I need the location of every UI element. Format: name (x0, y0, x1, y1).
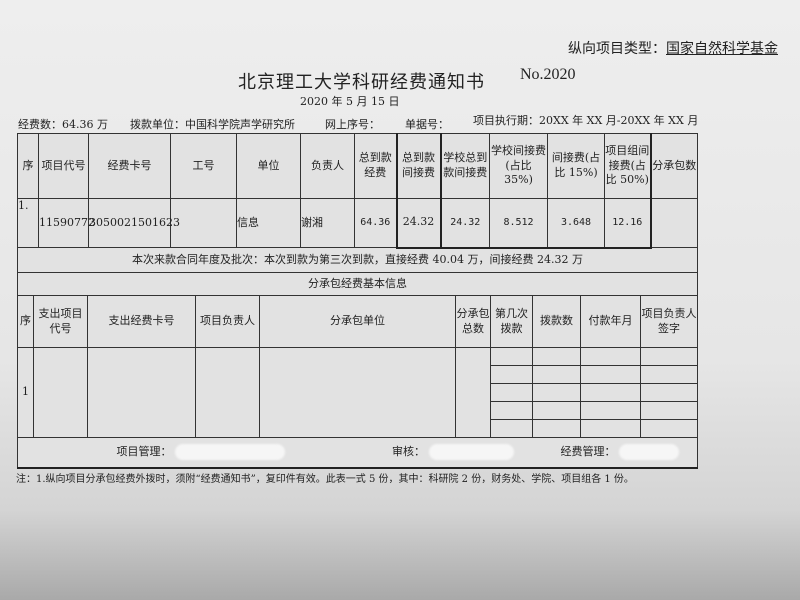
cell: 11590772 (38, 198, 95, 248)
col-header: 项目代号 (38, 133, 89, 199)
audit-label: 审核： (392, 445, 425, 459)
cell: 8.512 (489, 198, 548, 249)
cell: 3050021501623 (88, 198, 180, 248)
col-header: 序 (17, 133, 39, 199)
cell (87, 347, 196, 438)
subcontract-table: 序 支出项目代号 支出经费卡号 项目负责人 分承包单位 分承包总数 第几次拨款 … (17, 295, 698, 469)
cell (580, 347, 641, 366)
col-header: 经费卡号 (88, 133, 171, 199)
redacted-signature (428, 444, 514, 461)
col-header: 序 (17, 295, 34, 348)
cell (650, 198, 698, 248)
header-row: 序 项目代号 经费卡号 工号 单位 负责人 总到款经费 总到款间接费 学校总到款… (17, 133, 698, 199)
subcontract-title: 分承包经费基本信息 (17, 272, 698, 296)
cell (259, 347, 456, 438)
cell (532, 419, 581, 438)
cell (640, 383, 698, 402)
manager-label: 项目管理： (116, 445, 172, 459)
row-index: 1 (17, 347, 34, 438)
document-title: 北京理工大学科研经费通知书 (238, 72, 485, 93)
cell (640, 401, 698, 420)
cell: 信息 (236, 198, 301, 248)
cell (532, 347, 581, 366)
cell (580, 401, 641, 420)
cell (580, 365, 641, 384)
col-header: 项目负责人 (195, 295, 260, 348)
cell (532, 383, 581, 402)
col-header: 拨款数 (532, 295, 581, 348)
cell (490, 365, 533, 384)
cell (170, 198, 237, 248)
footnote: 注：1.纵向项目分承包经费外拨时，须附“经费通知书”，复印件有效。此表一式 5 … (16, 474, 634, 485)
signature-row: 项目管理： 审核： 经费管理： (17, 437, 698, 469)
project-type-value: 国家自然科学基金 (666, 41, 778, 57)
col-header: 支出经费卡号 (87, 295, 196, 348)
cell: 24.32 (439, 198, 490, 249)
funding-table: 序 项目代号 经费卡号 工号 单位 负责人 总到款经费 总到款间接费 学校总到款… (17, 133, 698, 296)
cell: 1. (17, 198, 39, 248)
cell (580, 419, 641, 438)
batch-note: 本次来款合同年度及批次：本次到款为第三次到款，直接经费 40.04 万，间接经费… (17, 247, 698, 273)
project-type: 纵向项目类型：国家自然科学基金 (568, 38, 778, 58)
cell: 24.32 (395, 198, 441, 249)
project-type-label: 纵向项目类型： (568, 41, 666, 57)
col-header: 间接费(占比 15%) (547, 133, 605, 199)
cell (455, 347, 491, 438)
col-header: 总到款经费 (354, 133, 397, 199)
redacted-signature (619, 444, 679, 461)
cell (580, 383, 641, 402)
cell (490, 347, 533, 366)
col-header: 支出项目代号 (33, 295, 88, 348)
period: 项目执行期：20XX 年 XX 月-20XX 年 XX 月 (473, 114, 699, 127)
table-row: 1 (17, 347, 698, 438)
cell: 12.16 (604, 198, 652, 249)
doc-no: 单据号： (405, 118, 449, 131)
cell (33, 347, 88, 438)
cell (640, 347, 698, 366)
cell (532, 401, 581, 420)
cell (490, 419, 533, 438)
finance-label: 经费管理： (560, 445, 616, 459)
col-header: 工号 (170, 133, 237, 199)
table-row: 1. 11590772 3050021501623 信息 谢湘 64.36 24… (17, 198, 698, 249)
col-header: 单位 (236, 133, 301, 199)
col-header: 学校总到款间接费 (439, 133, 490, 199)
cell: 谢湘 (300, 198, 355, 248)
document-date: 2020 年 5 月 15 日 (300, 95, 400, 108)
funds: 经费数：64.36 万 (18, 118, 108, 131)
col-header: 项目负责人签字 (640, 295, 698, 348)
redacted-signature (175, 444, 285, 461)
payer: 拨款单位：中国科学院声学研究所 (130, 118, 295, 131)
cell (532, 365, 581, 384)
cell (195, 347, 260, 438)
cell (490, 401, 533, 420)
col-header: 付款年月 (580, 295, 641, 348)
col-header: 项目组间接费(占比 50%) (604, 133, 652, 199)
document-number: No.2020 (520, 66, 576, 83)
col-header: 负责人 (300, 133, 355, 199)
cell (490, 383, 533, 402)
cell (640, 365, 698, 384)
cell (640, 419, 698, 438)
online-no: 网上序号： (325, 118, 380, 131)
cell: 64.36 (354, 198, 397, 248)
col-header: 分承包数 (650, 133, 698, 199)
col-header: 学校间接费(占比 35%) (489, 133, 548, 199)
header-row: 序 支出项目代号 支出经费卡号 项目负责人 分承包单位 分承包总数 第几次拨款 … (17, 295, 698, 348)
cell: 3.648 (547, 198, 605, 249)
col-header: 分承包单位 (259, 295, 456, 348)
col-header: 总到款间接费 (395, 133, 441, 199)
col-header: 第几次拨款 (490, 295, 533, 348)
col-header: 分承包总数 (455, 295, 491, 348)
